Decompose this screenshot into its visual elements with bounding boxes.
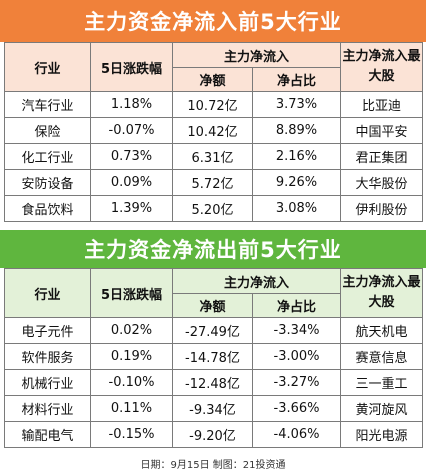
- table-row: 电子元件 0.02% -27.49亿 -3.34% 航天机电: [4, 317, 424, 344]
- table-row: 机械行业 -0.10% -12.48亿 -3.27% 三一重工: [4, 369, 424, 396]
- cell-amount: 10.42亿: [172, 117, 253, 144]
- cell-industry: 食品饮料: [4, 195, 91, 222]
- cell-industry: 汽车行业: [4, 91, 91, 118]
- cell-stock: 中国平安: [340, 117, 424, 144]
- cell-ratio: 3.73%: [251, 91, 342, 118]
- inflow-title: 主力资金净流入前5大行业: [0, 0, 426, 42]
- table-row: 输配电气 -0.15% -9.20亿 -4.06% 阳光电源: [4, 421, 424, 448]
- cell-ratio: -4.06%: [251, 421, 342, 448]
- header-industry: 行业: [4, 42, 91, 92]
- cell-amount: 6.31亿: [172, 143, 253, 170]
- cell-change: 1.39%: [90, 195, 173, 222]
- cell-change: -0.07%: [90, 117, 173, 144]
- table-row: 安防设备 0.09% 5.72亿 9.26% 大华股份: [4, 169, 424, 196]
- table-row: 保险 -0.07% 10.42亿 8.89% 中国平安: [4, 117, 424, 144]
- cell-ratio: -3.27%: [251, 369, 342, 396]
- cell-stock: 伊利股份: [340, 195, 424, 222]
- cell-industry: 材料行业: [4, 395, 91, 422]
- cell-amount: 10.72亿: [172, 91, 253, 118]
- cell-amount: -9.34亿: [172, 395, 253, 422]
- cell-ratio: -3.66%: [251, 395, 342, 422]
- cell-change: -0.10%: [90, 369, 173, 396]
- cell-stock: 三一重工: [340, 369, 424, 396]
- header-ratio: 净占比: [251, 67, 342, 92]
- table-row: 汽车行业 1.18% 10.72亿 3.73% 比亚迪: [4, 91, 424, 118]
- header-top-stock: 主力净流入最大股: [340, 42, 424, 92]
- cell-change: -0.15%: [90, 421, 173, 448]
- cell-stock: 君正集团: [340, 143, 424, 170]
- cell-ratio: 2.16%: [251, 143, 342, 170]
- cell-change: 0.19%: [90, 343, 173, 370]
- cell-industry: 安防设备: [4, 169, 91, 196]
- header-top-stock: 主力净流入最大股: [340, 268, 424, 318]
- cell-amount: -27.49亿: [172, 317, 253, 344]
- cell-industry: 软件服务: [4, 343, 91, 370]
- cell-ratio: 8.89%: [251, 117, 342, 144]
- cell-stock: 黄河旋风: [340, 395, 424, 422]
- header-netflow-group: 主力净流入: [171, 268, 342, 294]
- cell-industry: 化工行业: [4, 143, 91, 170]
- cell-stock: 航天机电: [340, 317, 424, 344]
- header-netflow-group: 主力净流入: [171, 42, 342, 68]
- cell-stock: 阳光电源: [340, 421, 424, 448]
- inflow-table: 行业 5日涨跌幅 主力净流入 主力净流入最大股 净额 净占比 汽车行业 1.18…: [4, 42, 424, 222]
- header-ratio: 净占比: [251, 293, 342, 318]
- inflow-rows: 汽车行业 1.18% 10.72亿 3.73% 比亚迪 保险 -0.07% 10…: [4, 91, 424, 222]
- header-industry: 行业: [4, 268, 91, 318]
- cell-amount: 5.20亿: [172, 195, 253, 222]
- header-amount: 净额: [172, 67, 253, 92]
- cell-ratio: -3.00%: [251, 343, 342, 370]
- outflow-rows: 电子元件 0.02% -27.49亿 -3.34% 航天机电 软件服务 0.19…: [4, 317, 424, 448]
- cell-ratio: 9.26%: [251, 169, 342, 196]
- header-change-5d: 5日涨跌幅: [90, 42, 173, 92]
- cell-amount: -14.78亿: [172, 343, 253, 370]
- header-top-stock-text: 主力净流入最大股: [342, 49, 421, 84]
- cell-change: 0.73%: [90, 143, 173, 170]
- cell-industry: 输配电气: [4, 421, 91, 448]
- cell-industry: 保险: [4, 117, 91, 144]
- cell-ratio: 3.08%: [251, 195, 342, 222]
- cell-change: 0.09%: [90, 169, 173, 196]
- cell-stock: 大华股份: [340, 169, 424, 196]
- cell-amount: -12.48亿: [172, 369, 253, 396]
- cell-stock: 比亚迪: [340, 91, 424, 118]
- cell-stock: 赛意信息: [340, 343, 424, 370]
- table-row: 软件服务 0.19% -14.78亿 -3.00% 赛意信息: [4, 343, 424, 370]
- cell-industry: 机械行业: [4, 369, 91, 396]
- table-row: 化工行业 0.73% 6.31亿 2.16% 君正集团: [4, 143, 424, 170]
- cell-change: 0.11%: [90, 395, 173, 422]
- header-amount: 净额: [172, 293, 253, 318]
- outflow-table: 行业 5日涨跌幅 主力净流入 主力净流入最大股 净额 净占比 电子元件 0.02…: [4, 268, 424, 448]
- table-row: 食品饮料 1.39% 5.20亿 3.08% 伊利股份: [4, 195, 424, 222]
- header-top-stock-text: 主力净流入最大股: [342, 275, 421, 310]
- outflow-title: 主力资金净流出前5大行业: [0, 230, 426, 268]
- footer-credit: 日期：9月15日 制图：21投资通: [140, 459, 286, 471]
- cell-change: 0.02%: [90, 317, 173, 344]
- cell-amount: -9.20亿: [172, 421, 253, 448]
- cell-ratio: -3.34%: [251, 317, 342, 344]
- table-row: 材料行业 0.11% -9.34亿 -3.66% 黄河旋风: [4, 395, 424, 422]
- cell-amount: 5.72亿: [172, 169, 253, 196]
- header-change-5d: 5日涨跌幅: [90, 268, 173, 318]
- cell-industry: 电子元件: [4, 317, 91, 344]
- cell-change: 1.18%: [90, 91, 173, 118]
